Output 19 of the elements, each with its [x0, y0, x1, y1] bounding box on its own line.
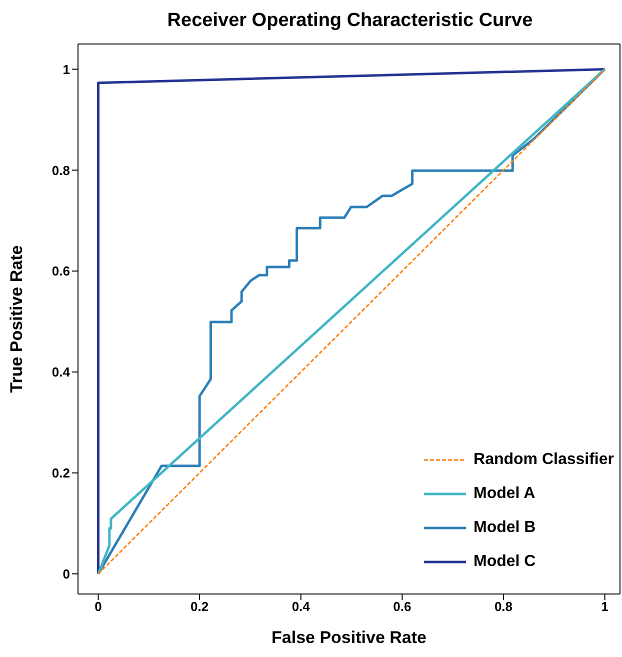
y-tick-label: 0.8 [52, 162, 70, 178]
y-tick-label: 0 [62, 566, 70, 582]
legend-label: Model B [474, 518, 536, 538]
y-tick-label: 0.2 [52, 466, 70, 481]
y-tick-label: 0.4 [52, 364, 71, 380]
y-tick-label: 0.6 [52, 264, 70, 279]
legend-label: Model A [474, 484, 536, 504]
x-tick-label: 1 [601, 599, 608, 614]
x-axis-title: False Positive Rate [272, 628, 426, 647]
legend-label: Random Classifier [474, 450, 614, 470]
x-tick-label: 0.4 [292, 599, 311, 614]
chart-title: Receiver Operating Characteristic Curve [166, 10, 534, 32]
x-tick-label: 0.2 [190, 599, 209, 614]
x-tick-label: 0 [94, 599, 102, 614]
x-tick-label: 0.6 [393, 599, 412, 614]
y-tick-label: 1 [62, 62, 70, 77]
x-tick-label: 0.8 [494, 599, 513, 614]
legend-label: Model C [474, 552, 536, 572]
y-axis-title: True Positive Rate [7, 245, 26, 393]
